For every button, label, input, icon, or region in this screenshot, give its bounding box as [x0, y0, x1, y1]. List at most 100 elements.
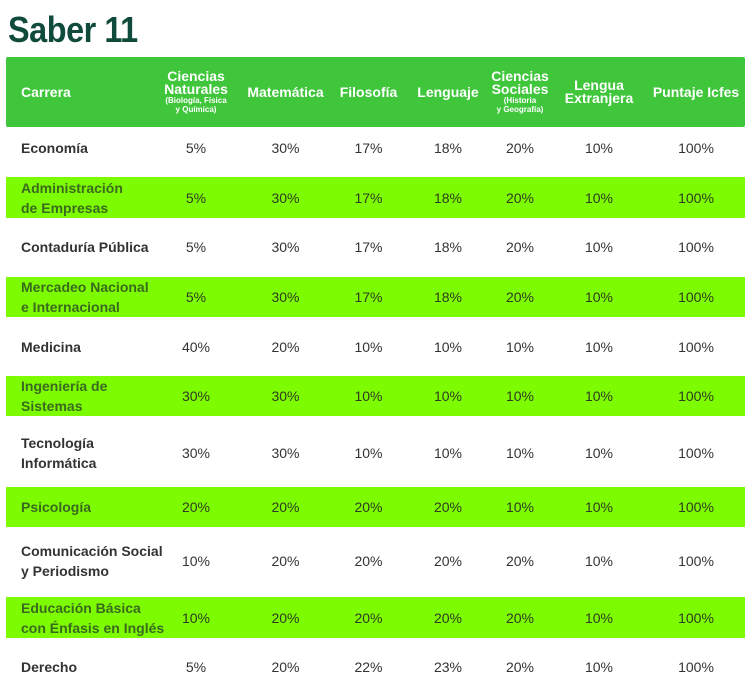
cell-carrera: Administración de Empresas: [21, 179, 123, 216]
header-carrera: Carrera: [21, 57, 171, 127]
header-lenguaje-label: Lenguaje: [417, 83, 479, 100]
cell-filosofia: 17%: [354, 239, 383, 255]
table-row: Tecnología Informática 30% 30% 10% 10% 10% 10%…: [6, 425, 745, 481]
cell-lengua-extranjera: 10%: [584, 388, 614, 404]
cell-lengua-extranjera: 10%: [584, 499, 614, 515]
table-row: Contaduría Pública 5% 30% 17% 18% 20% 10% 100%: [6, 227, 745, 267]
cell-lenguaje: 10%: [433, 339, 463, 355]
cell-lengua-extranjera: 10%: [584, 609, 614, 626]
cell-lenguaje: 20%: [433, 609, 463, 626]
cell-ciencias-sociales: 10%: [505, 445, 535, 461]
cell-matematica: 30%: [271, 445, 300, 461]
table-row: Economía 5% 30% 17% 18% 20% 10% 100%: [6, 128, 745, 168]
cell-ciencias-naturales: 20%: [181, 499, 211, 515]
cell-ciencias-sociales: 20%: [505, 659, 535, 675]
cell-puntaje: 100%: [678, 659, 714, 675]
cell-matematica: 20%: [271, 499, 300, 515]
table-row: Medicina 40% 20% 10% 10% 10% 10% 100%: [6, 327, 745, 367]
cell-ciencias-naturales: 10%: [181, 553, 211, 569]
cell-puntaje: 100%: [678, 553, 714, 569]
cell-lengua-extranjera: 10%: [584, 339, 614, 355]
cell-ciencias-sociales: 20%: [505, 289, 535, 305]
cell-lenguaje: 10%: [433, 445, 463, 461]
header-ciencias-naturales: Ciencias Naturales (Biología, Física y Q…: [156, 57, 236, 127]
cell-carrera: Contaduría Pública: [21, 239, 149, 255]
table-row: Comunicación Social y Periodismo 10% 20% 20…: [6, 535, 745, 587]
cell-puntaje: 100%: [678, 189, 714, 206]
cell-carrera: Educación Básica con Énfasis en Inglés: [21, 599, 165, 636]
cell-ciencias-naturales: 40%: [181, 339, 211, 355]
cell-puntaje: 100%: [678, 239, 714, 255]
cell-matematica: 30%: [271, 140, 300, 156]
cell-puntaje: 100%: [678, 499, 714, 515]
cell-filosofia: 10%: [354, 445, 383, 461]
header-carrera-label: Carrera: [21, 83, 71, 100]
cell-lengua-extranjera: 10%: [584, 239, 614, 255]
table-row: Mercadeo Nacional e Internacional 5% 30% 17…: [6, 277, 745, 317]
header-ciencias-naturales-label: Ciencias Naturales: [164, 68, 228, 97]
cell-puntaje: 100%: [678, 445, 714, 461]
cell-ciencias-sociales: 10%: [505, 388, 535, 404]
cell-lengua-extranjera: 10%: [584, 189, 614, 206]
cell-ciencias-sociales: 20%: [505, 239, 535, 255]
cell-ciencias-naturales: 5%: [185, 289, 207, 305]
cell-ciencias-sociales: 20%: [505, 140, 535, 156]
cell-matematica: 20%: [271, 553, 300, 569]
cell-lengua-extranjera: 10%: [584, 140, 614, 156]
cell-filosofia: 10%: [354, 339, 383, 355]
cell-ciencias-sociales: 20%: [505, 189, 535, 206]
cell-puntaje: 100%: [678, 339, 714, 355]
cell-carrera: Tecnología Informática: [21, 435, 97, 471]
cell-carrera: Medicina: [21, 339, 81, 355]
header-ciencias-sociales: Ciencias Sociales (Historia y Geografía): [484, 57, 556, 127]
cell-filosofia: 17%: [354, 289, 383, 305]
cell-ciencias-naturales: 5%: [185, 239, 207, 255]
table-header: Carrera Ciencias Naturales (Biología, Fí…: [6, 57, 745, 127]
cell-filosofia: 20%: [354, 609, 383, 626]
header-matematica-label: Matemática: [247, 83, 324, 100]
cell-lengua-extranjera: 10%: [584, 289, 614, 305]
cell-carrera: Comunicación Social y Periodismo: [21, 543, 163, 579]
table-row: Psicología 20% 20% 20% 20% 10% 10% 100%: [6, 487, 745, 527]
table-row: Derecho 5% 20% 22% 23% 20% 10% 100%: [6, 647, 745, 687]
cell-lenguaje: 18%: [433, 289, 463, 305]
cell-ciencias-sociales: 20%: [505, 609, 535, 626]
cell-filosofia: 20%: [354, 499, 383, 515]
table-row: Administración de Empresas 5% 30% 17% 18% 20%…: [6, 177, 745, 218]
header-ciencias-naturales-sub: (Biología, Física y Química): [165, 96, 227, 114]
cell-lenguaje: 20%: [433, 553, 463, 569]
cell-carrera: Mercadeo Nacional e Internacional: [21, 279, 149, 315]
cell-lengua-extranjera: 10%: [584, 659, 614, 675]
header-ciencias-sociales-label: Ciencias Sociales: [491, 68, 549, 97]
cell-ciencias-sociales: 10%: [505, 339, 535, 355]
cell-carrera: Derecho: [21, 659, 78, 675]
cell-matematica: 20%: [271, 659, 300, 675]
header-ciencias-sociales-sub: (Historia y Geografía): [496, 96, 544, 114]
cell-puntaje: 100%: [678, 289, 714, 305]
cell-matematica: 30%: [271, 388, 300, 404]
cell-ciencias-naturales: 10%: [181, 609, 211, 626]
cell-ciencias-naturales: 5%: [185, 189, 207, 206]
cell-lenguaje: 18%: [433, 189, 463, 206]
page-title: Saber 11: [8, 9, 138, 50]
header-lengua-extranjera: Lengua Extranjera: [559, 57, 639, 127]
cell-lengua-extranjera: 10%: [584, 445, 614, 461]
cell-matematica: 30%: [271, 289, 300, 305]
cell-lenguaje: 23%: [433, 659, 463, 675]
cell-matematica: 30%: [271, 189, 300, 206]
cell-puntaje: 100%: [678, 140, 714, 156]
header-lengua-extranjera-label: Lengua Extranjera: [564, 77, 634, 106]
cell-ciencias-naturales: 30%: [181, 388, 211, 404]
cell-ciencias-sociales: 20%: [505, 553, 535, 569]
header-filosofia-label: Filosofía: [339, 83, 398, 100]
header-lenguaje: Lenguaje: [408, 57, 488, 127]
cell-puntaje: 100%: [678, 609, 714, 626]
cell-lenguaje: 20%: [433, 499, 463, 515]
cell-ciencias-naturales: 5%: [185, 659, 207, 675]
cell-carrera: Psicología: [21, 499, 92, 515]
header-puntaje-label: Puntaje Icfes: [652, 83, 740, 100]
cell-filosofia: 10%: [354, 388, 383, 404]
cell-lenguaje: 18%: [433, 140, 463, 156]
cell-lenguaje: 18%: [433, 239, 463, 255]
cell-matematica: 20%: [271, 609, 300, 626]
